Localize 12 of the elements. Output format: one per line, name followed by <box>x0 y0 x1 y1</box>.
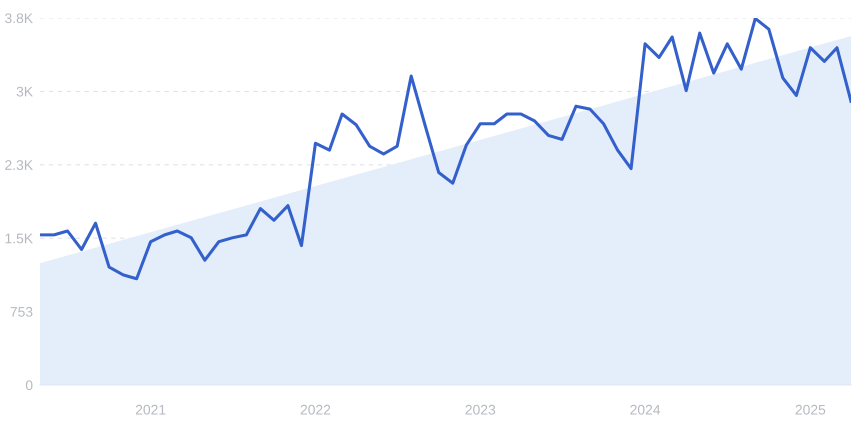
x-tick-label: 2023 <box>466 404 496 415</box>
x-tick-label: 2024 <box>630 404 660 415</box>
y-tick-label: 753 <box>10 306 32 317</box>
x-tick-label: 2025 <box>796 404 826 415</box>
x-tick-label: 2022 <box>300 404 330 415</box>
y-tick-label: 0 <box>26 380 33 390</box>
line-series <box>40 18 851 280</box>
y-tick-label: 3.8K <box>5 13 33 24</box>
y-tick-label: 3K <box>16 86 33 97</box>
y-tick-label: 1.5K <box>6 234 33 244</box>
x-tick-label: 2021 <box>136 404 166 415</box>
y-tick-label: 2.3K <box>5 160 33 170</box>
